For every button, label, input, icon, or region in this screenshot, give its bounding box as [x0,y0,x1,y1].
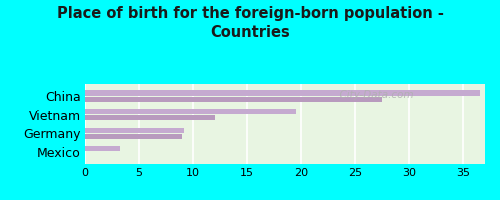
Text: City-Data.com: City-Data.com [333,90,413,100]
Text: Place of birth for the foreign-born population -
Countries: Place of birth for the foreign-born popu… [56,6,444,40]
Bar [85,146,119,151]
Bar [85,128,184,133]
Bar [85,109,296,114]
Bar [85,97,382,102]
Bar [85,134,182,139]
Bar [85,115,214,120]
Bar [85,90,479,96]
